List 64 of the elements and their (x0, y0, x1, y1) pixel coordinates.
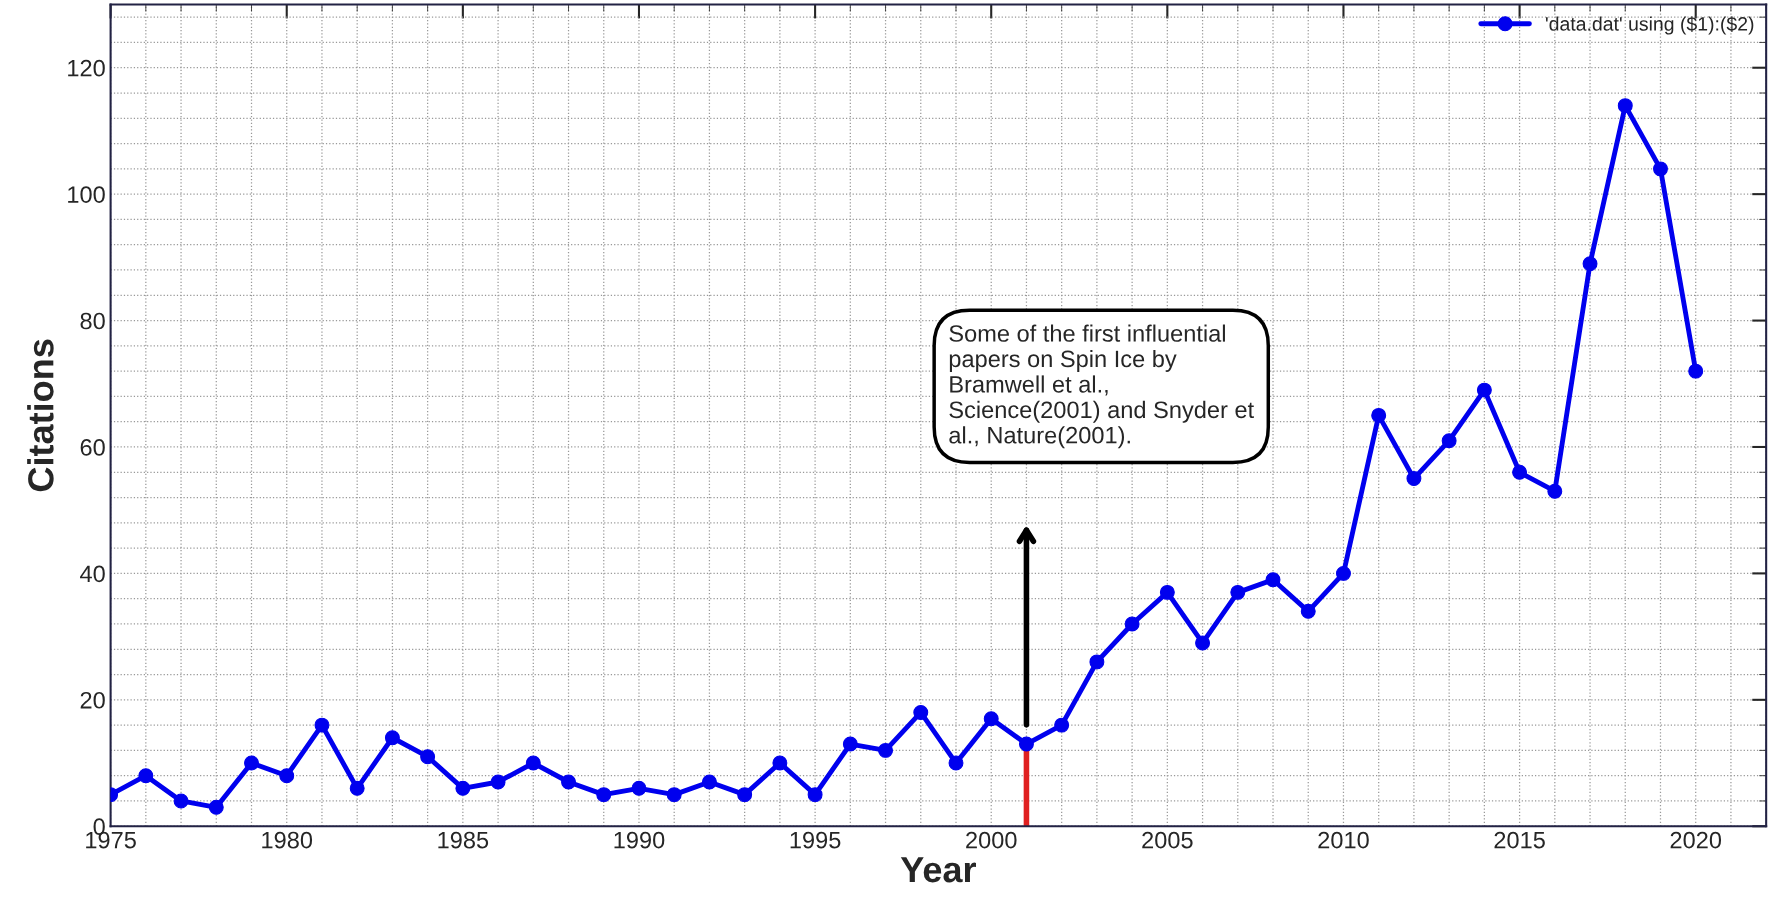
x-axis-title: Year (900, 857, 976, 883)
point (1195, 635, 1211, 651)
point (842, 736, 858, 752)
point (666, 787, 682, 803)
y-tick-label: 100 (68, 186, 105, 203)
point (1582, 256, 1598, 272)
point (1124, 616, 1140, 632)
x-tick-label: 2000 (966, 831, 1017, 849)
point (1512, 464, 1528, 480)
point (1265, 572, 1281, 588)
point (173, 793, 189, 809)
y-tick-label: 60 (80, 439, 105, 456)
point (455, 780, 471, 796)
x-tick-label: 2010 (1318, 831, 1369, 849)
x-tick-label: 1995 (790, 831, 841, 849)
point (1688, 363, 1704, 379)
point (525, 755, 541, 771)
x-tick-label: 1985 (438, 831, 489, 849)
point (1547, 483, 1563, 499)
point (1300, 603, 1316, 619)
point (1018, 736, 1034, 752)
point (314, 717, 330, 733)
point (737, 787, 753, 803)
point (490, 774, 506, 790)
y-tick-label: 120 (68, 59, 105, 77)
point (420, 749, 436, 765)
point (1089, 654, 1105, 670)
point (1406, 471, 1422, 487)
point (596, 787, 612, 803)
annotation: Some of the first influential papers on Spin Ice by Bramwell et al., Science(2001) and Snyder et al., Nature(2001). (949, 324, 1254, 449)
point (1653, 161, 1668, 177)
point (349, 780, 365, 796)
x-tick-label: 1980 (262, 831, 313, 849)
point (561, 774, 576, 790)
point (1476, 382, 1492, 398)
point (138, 768, 154, 784)
point (279, 768, 295, 784)
y-tick-label: 80 (80, 312, 105, 330)
y-axis-title: Citations (27, 339, 54, 492)
point (1159, 584, 1175, 600)
point (772, 755, 788, 771)
x-tick-label: 2020 (1670, 831, 1722, 849)
point (878, 742, 894, 758)
point (1441, 433, 1457, 449)
point (983, 711, 999, 727)
point (384, 730, 400, 746)
point (1371, 407, 1387, 423)
point (631, 780, 647, 796)
x-tick-label: 1990 (614, 831, 665, 849)
point (807, 787, 823, 803)
x-tick-label: 2005 (1142, 831, 1193, 849)
point (913, 705, 929, 720)
point (701, 774, 717, 790)
point (1336, 565, 1351, 581)
y-tick-label: 20 (80, 691, 105, 709)
point (208, 799, 224, 815)
point (1617, 98, 1633, 114)
y-tick-label: 40 (80, 565, 105, 583)
point (244, 755, 259, 771)
legend-label: 'data.dat' using ($1):($2) (1545, 16, 1754, 35)
point (1054, 717, 1070, 733)
point (948, 755, 964, 771)
point (1230, 584, 1246, 600)
x-tick-label: 2015 (1494, 831, 1545, 849)
